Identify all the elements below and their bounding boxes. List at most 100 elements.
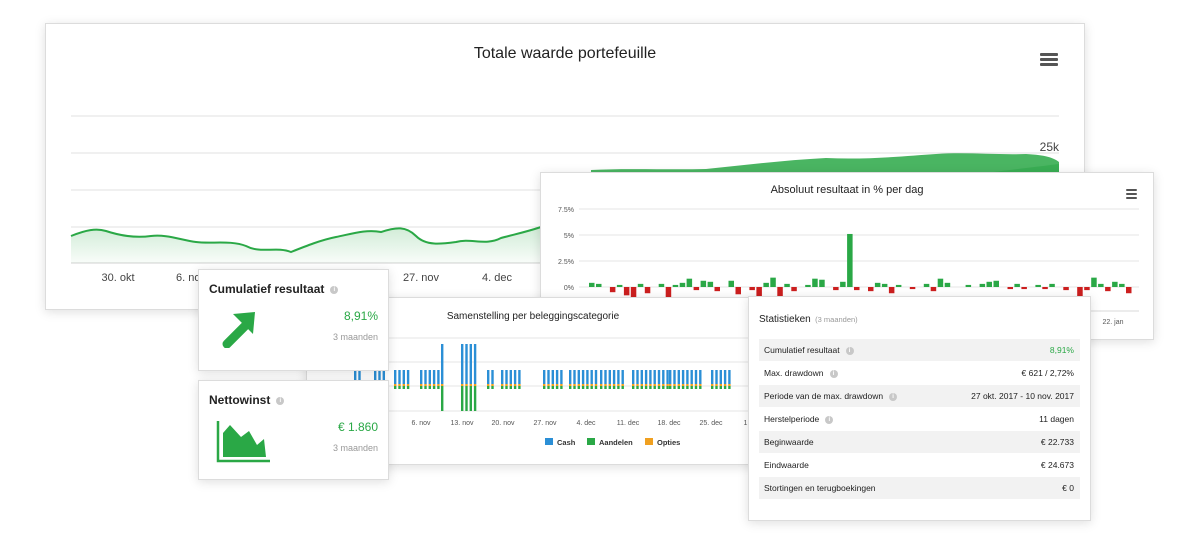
composition-bar[interactable] — [555, 370, 559, 384]
composition-bar[interactable] — [437, 386, 440, 389]
composition-bar[interactable] — [555, 384, 559, 386]
composition-bar[interactable] — [653, 384, 656, 386]
composition-bar[interactable] — [657, 386, 661, 389]
composition-bar[interactable] — [501, 386, 504, 389]
composition-bar[interactable] — [669, 384, 672, 386]
daily-bar[interactable] — [770, 277, 776, 287]
daily-bar[interactable] — [1007, 287, 1014, 290]
composition-bar[interactable] — [509, 386, 512, 389]
composition-bar[interactable] — [543, 384, 546, 386]
composition-bar[interactable] — [441, 344, 444, 384]
daily-bar[interactable] — [854, 287, 860, 291]
composition-bar[interactable] — [723, 386, 727, 389]
composition-bar[interactable] — [581, 384, 585, 386]
composition-bar[interactable] — [581, 386, 585, 389]
composition-bar[interactable] — [402, 386, 405, 389]
composition-bar[interactable] — [551, 384, 554, 386]
composition-bar[interactable] — [715, 370, 718, 384]
composition-bar[interactable] — [677, 370, 680, 384]
daily-bar[interactable] — [937, 278, 944, 287]
composition-bar[interactable] — [518, 386, 521, 389]
composition-bar[interactable] — [441, 386, 444, 411]
composition-bar[interactable] — [406, 386, 410, 389]
composition-bar[interactable] — [621, 386, 624, 389]
composition-bar[interactable] — [560, 370, 563, 384]
composition-bar[interactable] — [432, 370, 436, 384]
composition-bar[interactable] — [677, 386, 680, 389]
composition-bar[interactable] — [394, 370, 397, 384]
daily-bar[interactable] — [637, 283, 644, 287]
composition-bar[interactable] — [402, 370, 405, 384]
info-icon[interactable]: i — [825, 415, 834, 424]
composition-bar[interactable] — [673, 384, 676, 386]
composition-bar[interactable] — [649, 386, 652, 389]
daily-bar[interactable] — [888, 287, 895, 294]
composition-bar[interactable] — [728, 384, 731, 386]
composition-bar[interactable] — [378, 370, 381, 384]
composition-bar[interactable] — [644, 386, 648, 389]
composition-bar[interactable] — [657, 384, 661, 386]
composition-bar[interactable] — [424, 370, 427, 384]
composition-bar[interactable] — [569, 386, 572, 389]
composition-bar[interactable] — [604, 370, 607, 384]
composition-bar[interactable] — [428, 384, 431, 386]
composition-bar[interactable] — [465, 384, 468, 386]
composition-bar[interactable] — [469, 386, 472, 411]
composition-bar[interactable] — [487, 384, 490, 386]
composition-bar[interactable] — [382, 370, 385, 384]
composition-bar[interactable] — [621, 370, 624, 384]
composition-bar[interactable] — [699, 384, 702, 386]
daily-bar[interactable] — [840, 281, 846, 287]
composition-bar[interactable] — [420, 370, 423, 384]
daily-bar[interactable] — [965, 284, 972, 287]
composition-bar[interactable] — [513, 370, 517, 384]
daily-bar[interactable] — [812, 278, 818, 287]
daily-bar[interactable] — [784, 283, 790, 287]
composition-bar[interactable] — [402, 384, 405, 386]
daily-bar[interactable] — [923, 283, 930, 287]
composition-bar[interactable] — [608, 384, 611, 386]
daily-bar[interactable] — [672, 284, 679, 287]
composition-bar[interactable] — [543, 386, 546, 389]
composition-bar[interactable] — [719, 386, 722, 389]
composition-bar[interactable] — [394, 384, 397, 386]
composition-bar[interactable] — [577, 386, 580, 389]
composition-bar[interactable] — [398, 384, 401, 386]
composition-bar[interactable] — [715, 386, 718, 389]
composition-bar[interactable] — [543, 370, 546, 384]
composition-bar[interactable] — [573, 370, 576, 384]
composition-bar[interactable] — [594, 370, 598, 384]
legend-swatch-stocks[interactable] — [587, 438, 595, 445]
composition-bar[interactable] — [594, 384, 598, 386]
composition-bar[interactable] — [719, 384, 722, 386]
composition-bar[interactable] — [662, 384, 665, 386]
composition-bar[interactable] — [640, 370, 643, 384]
daily-bar[interactable] — [868, 287, 874, 292]
composition-bar[interactable] — [437, 370, 440, 384]
daily-bar[interactable] — [993, 280, 1000, 287]
composition-bar[interactable] — [612, 384, 616, 386]
composition-bar[interactable] — [573, 386, 576, 389]
legend-label-stocks[interactable]: Aandelen — [599, 438, 633, 447]
composition-bar[interactable] — [600, 386, 603, 389]
composition-bar[interactable] — [694, 370, 698, 384]
daily-bar[interactable] — [700, 280, 707, 287]
composition-bar[interactable] — [406, 384, 410, 386]
daily-bar[interactable] — [1084, 287, 1090, 291]
composition-bar[interactable] — [586, 384, 589, 386]
daily-bar[interactable] — [1021, 287, 1027, 290]
composition-bar[interactable] — [487, 386, 490, 389]
composition-bar[interactable] — [461, 344, 464, 384]
info-icon[interactable]: i — [889, 392, 898, 401]
composition-bar[interactable] — [547, 370, 550, 384]
info-icon[interactable]: i — [829, 369, 838, 378]
composition-bar[interactable] — [551, 386, 554, 389]
composition-bar[interactable] — [636, 386, 639, 389]
daily-bar[interactable] — [1091, 277, 1097, 287]
composition-bar[interactable] — [723, 384, 727, 386]
composition-bar[interactable] — [715, 384, 718, 386]
daily-bar[interactable] — [1112, 281, 1118, 287]
composition-bar[interactable] — [461, 386, 464, 411]
composition-bar[interactable] — [719, 370, 722, 384]
composition-bar[interactable] — [586, 370, 589, 384]
